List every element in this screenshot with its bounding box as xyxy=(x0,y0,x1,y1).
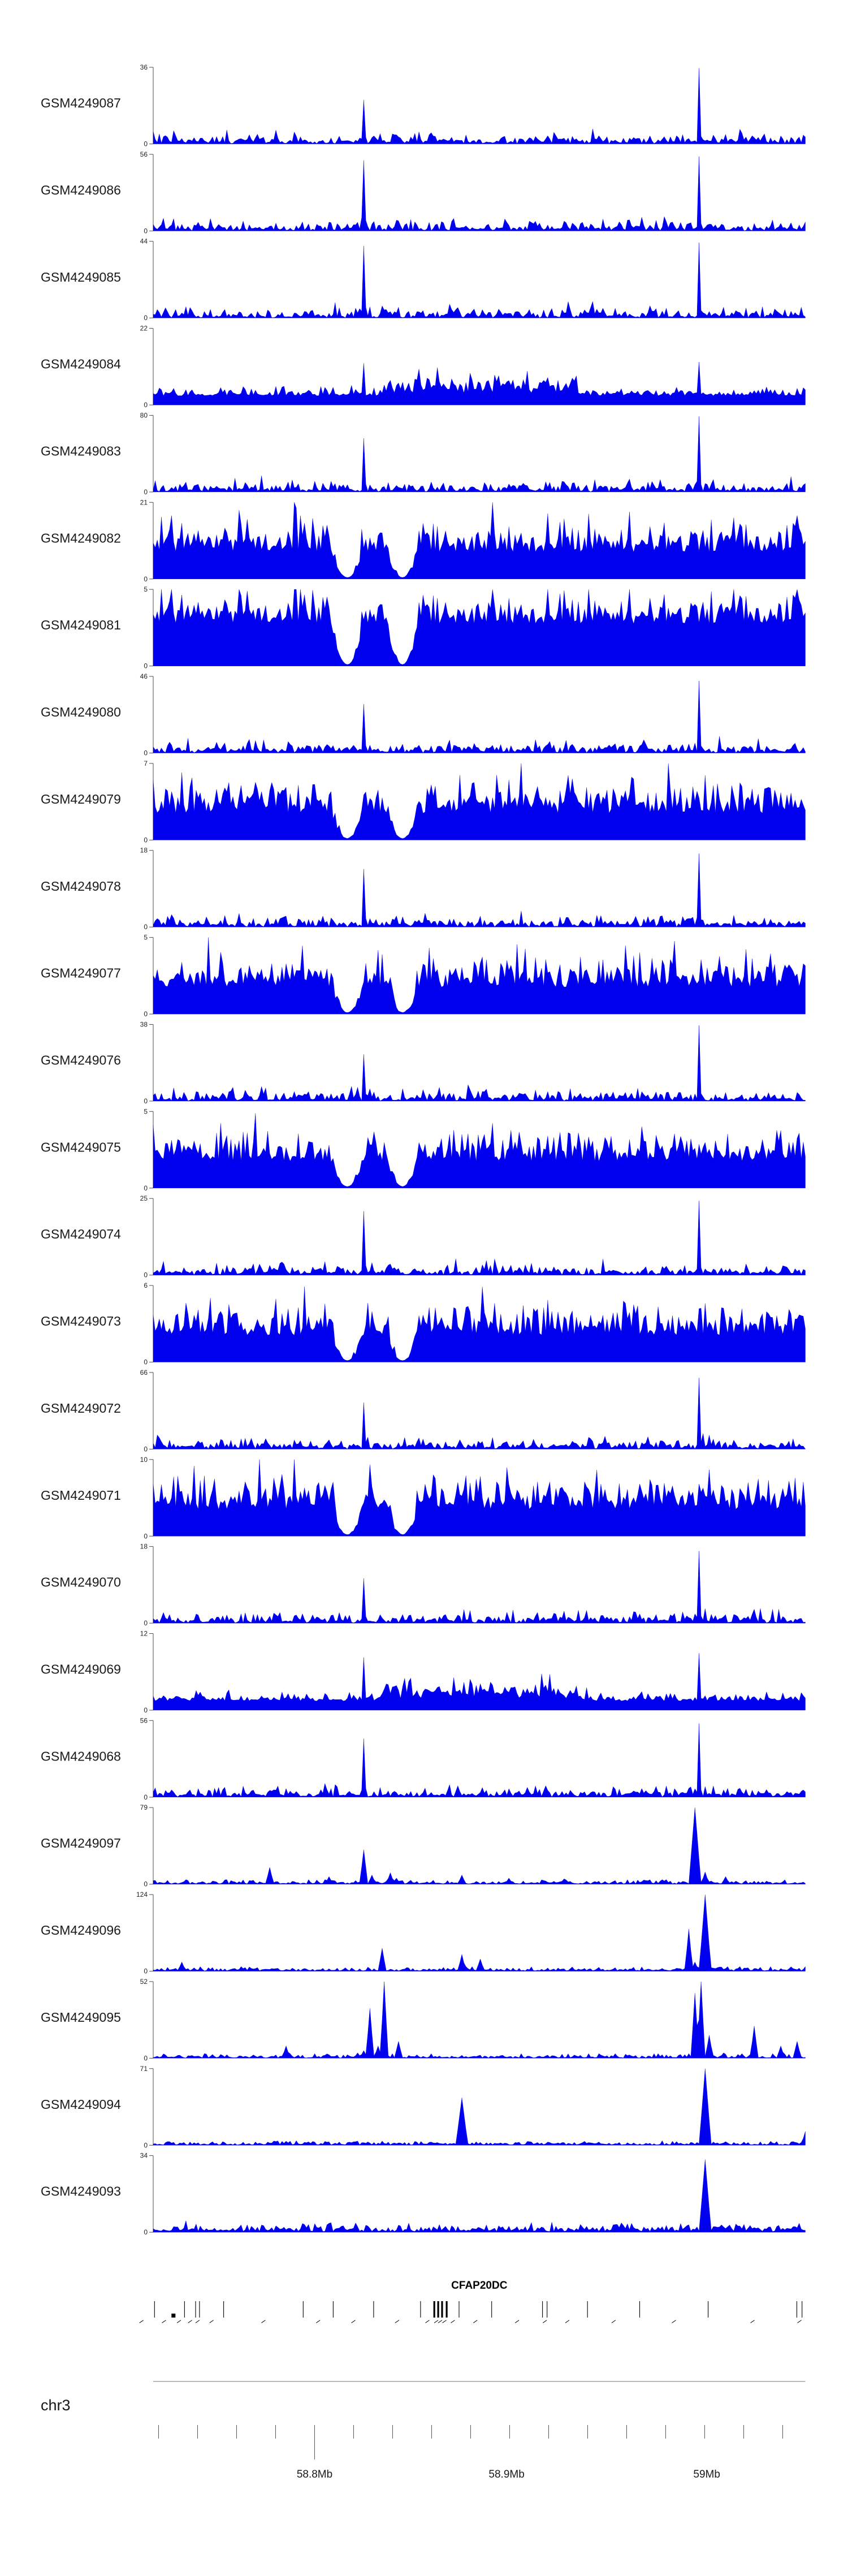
svg-text:0: 0 xyxy=(144,836,148,844)
svg-text:18: 18 xyxy=(140,847,148,855)
svg-text:0: 0 xyxy=(144,1619,148,1627)
svg-text:10: 10 xyxy=(140,1456,148,1464)
svg-text:124: 124 xyxy=(136,1891,148,1898)
svg-text:66: 66 xyxy=(140,1369,148,1377)
svg-text:0: 0 xyxy=(144,1967,148,1975)
svg-text:0: 0 xyxy=(144,2054,148,2062)
svg-text:GSM4249096: GSM4249096 xyxy=(41,1923,121,1938)
svg-text:71: 71 xyxy=(140,2065,148,2073)
svg-text:25: 25 xyxy=(140,1194,148,1202)
svg-text:GSM4249087: GSM4249087 xyxy=(41,96,121,110)
svg-text:0: 0 xyxy=(144,1445,148,1453)
svg-text:44: 44 xyxy=(140,238,148,245)
svg-text:GSM4249097: GSM4249097 xyxy=(41,1836,121,1850)
svg-text:GSM4249095: GSM4249095 xyxy=(41,2010,121,2025)
svg-text:80: 80 xyxy=(140,411,148,419)
svg-text:GSM4249069: GSM4249069 xyxy=(41,1662,121,1677)
svg-text:34: 34 xyxy=(140,2152,148,2160)
svg-text:GSM4249080: GSM4249080 xyxy=(41,705,121,719)
svg-text:GSM4249068: GSM4249068 xyxy=(41,1749,121,1763)
svg-text:7: 7 xyxy=(144,760,148,767)
svg-text:GSM4249079: GSM4249079 xyxy=(41,792,121,806)
svg-text:GSM4249081: GSM4249081 xyxy=(41,618,121,632)
svg-text:GSM4249071: GSM4249071 xyxy=(41,1488,121,1503)
svg-text:GSM4249085: GSM4249085 xyxy=(41,270,121,284)
svg-text:79: 79 xyxy=(140,1803,148,1811)
svg-text:0: 0 xyxy=(144,1793,148,1801)
svg-text:56: 56 xyxy=(140,1716,148,1724)
svg-text:0: 0 xyxy=(144,1358,148,1366)
svg-text:0: 0 xyxy=(144,1010,148,1018)
svg-text:GSM4249072: GSM4249072 xyxy=(41,1401,121,1416)
svg-text:0: 0 xyxy=(144,1880,148,1888)
svg-text:GSM4249077: GSM4249077 xyxy=(41,966,121,981)
svg-text:46: 46 xyxy=(140,672,148,680)
svg-text:GSM4249076: GSM4249076 xyxy=(41,1053,121,1068)
svg-text:5: 5 xyxy=(144,585,148,593)
svg-text:GSM4249073: GSM4249073 xyxy=(41,1314,121,1328)
svg-text:GSM4249075: GSM4249075 xyxy=(41,1140,121,1154)
svg-text:5: 5 xyxy=(144,934,148,942)
svg-text:0: 0 xyxy=(144,1097,148,1105)
svg-text:0: 0 xyxy=(144,314,148,322)
svg-text:0: 0 xyxy=(144,488,148,496)
svg-text:52: 52 xyxy=(140,1978,148,1986)
svg-text:18: 18 xyxy=(140,1543,148,1551)
svg-text:59Mb: 59Mb xyxy=(693,2469,720,2480)
svg-text:0: 0 xyxy=(144,1532,148,1540)
svg-text:GSM4249083: GSM4249083 xyxy=(41,443,121,458)
svg-text:0: 0 xyxy=(144,923,148,931)
svg-text:36: 36 xyxy=(140,63,148,71)
svg-text:38: 38 xyxy=(140,1020,148,1028)
svg-text:0: 0 xyxy=(144,749,148,757)
svg-text:0: 0 xyxy=(144,1706,148,1714)
svg-text:GSM4249082: GSM4249082 xyxy=(41,530,121,545)
svg-text:0: 0 xyxy=(144,575,148,583)
svg-text:CFAP20DC: CFAP20DC xyxy=(451,2280,508,2292)
svg-text:0: 0 xyxy=(144,140,148,148)
svg-text:58.8Mb: 58.8Mb xyxy=(297,2469,332,2480)
svg-text:56: 56 xyxy=(140,150,148,158)
svg-text:0: 0 xyxy=(144,1184,148,1192)
svg-text:5: 5 xyxy=(144,1107,148,1115)
svg-text:GSM4249074: GSM4249074 xyxy=(41,1227,121,1241)
svg-text:12: 12 xyxy=(140,1629,148,1637)
svg-text:21: 21 xyxy=(140,498,148,506)
svg-text:0: 0 xyxy=(144,662,148,670)
svg-text:0: 0 xyxy=(144,2228,148,2236)
svg-text:chr3: chr3 xyxy=(41,2397,71,2414)
svg-text:GSM4249086: GSM4249086 xyxy=(41,183,121,197)
svg-text:0: 0 xyxy=(144,401,148,409)
svg-text:GSM4249084: GSM4249084 xyxy=(41,357,121,372)
svg-text:GSM4249078: GSM4249078 xyxy=(41,879,121,894)
svg-text:0: 0 xyxy=(144,227,148,235)
svg-text:GSM4249094: GSM4249094 xyxy=(41,2097,121,2112)
svg-text:0: 0 xyxy=(144,1271,148,1279)
svg-text:0: 0 xyxy=(144,2141,148,2149)
svg-text:22: 22 xyxy=(140,325,148,333)
svg-text:58.9Mb: 58.9Mb xyxy=(488,2469,524,2480)
svg-text:6: 6 xyxy=(144,1281,148,1289)
svg-text:GSM4249093: GSM4249093 xyxy=(41,2184,121,2199)
svg-text:GSM4249070: GSM4249070 xyxy=(41,1575,121,1590)
